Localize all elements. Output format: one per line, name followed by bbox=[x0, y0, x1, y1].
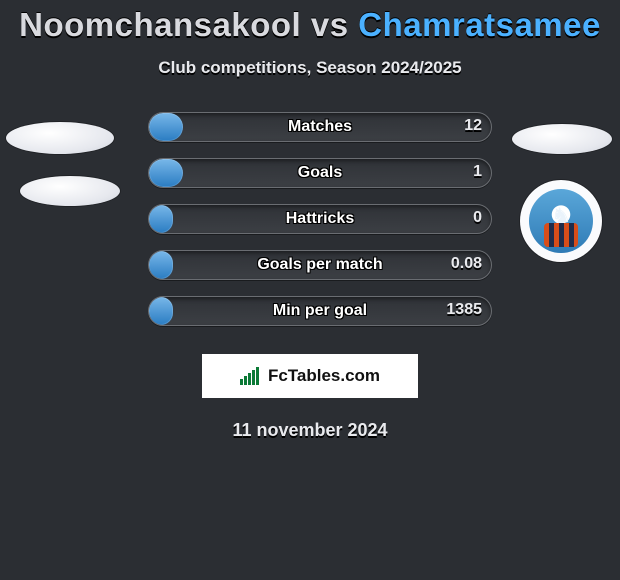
title-player-b: Chamratsamee bbox=[358, 6, 601, 43]
stat-label: Hattricks bbox=[149, 205, 491, 233]
stat-row-matches: 1 Matches 12 bbox=[10, 110, 610, 156]
stat-bar: Hattricks bbox=[148, 204, 492, 234]
stat-right-value: 12 bbox=[464, 110, 482, 142]
stat-label: Min per goal bbox=[149, 297, 491, 325]
stat-right-value: 1 bbox=[473, 156, 482, 188]
stat-row-hattricks: 0 Hattricks 0 bbox=[10, 202, 610, 248]
stat-right-value: 0.08 bbox=[451, 248, 482, 280]
stat-right-value: 1385 bbox=[446, 294, 482, 326]
stat-row-goals: 0 Goals 1 bbox=[10, 156, 610, 202]
stat-label: Matches bbox=[149, 113, 491, 141]
brand-badge: FcTables.com bbox=[202, 354, 418, 398]
brand: FcTables.com bbox=[240, 366, 380, 386]
title-player-a: Noomchansakool vs bbox=[19, 6, 358, 43]
brand-label: FcTables.com bbox=[268, 366, 380, 386]
page-title: Noomchansakool vs Chamratsamee bbox=[0, 6, 620, 44]
stat-label: Goals per match bbox=[149, 251, 491, 279]
stat-right-value: 0 bbox=[473, 202, 482, 234]
stat-bar: Goals per match bbox=[148, 250, 492, 280]
stat-bar: Matches bbox=[148, 112, 492, 142]
stat-row-goals-per-match: Goals per match 0.08 bbox=[10, 248, 610, 294]
stats-block: 1 Matches 12 0 Goals 1 0 Hattricks 0 bbox=[10, 110, 610, 340]
subtitle: Club competitions, Season 2024/2025 bbox=[0, 58, 620, 78]
stat-row-min-per-goal: Min per goal 1385 bbox=[10, 294, 610, 340]
stat-bar: Min per goal bbox=[148, 296, 492, 326]
bar-chart-icon bbox=[240, 367, 262, 385]
stat-label: Goals bbox=[149, 159, 491, 187]
page: Noomchansakool vs Chamratsamee Club comp… bbox=[0, 0, 620, 580]
footer-date: 11 november 2024 bbox=[0, 420, 620, 441]
stat-bar: Goals bbox=[148, 158, 492, 188]
